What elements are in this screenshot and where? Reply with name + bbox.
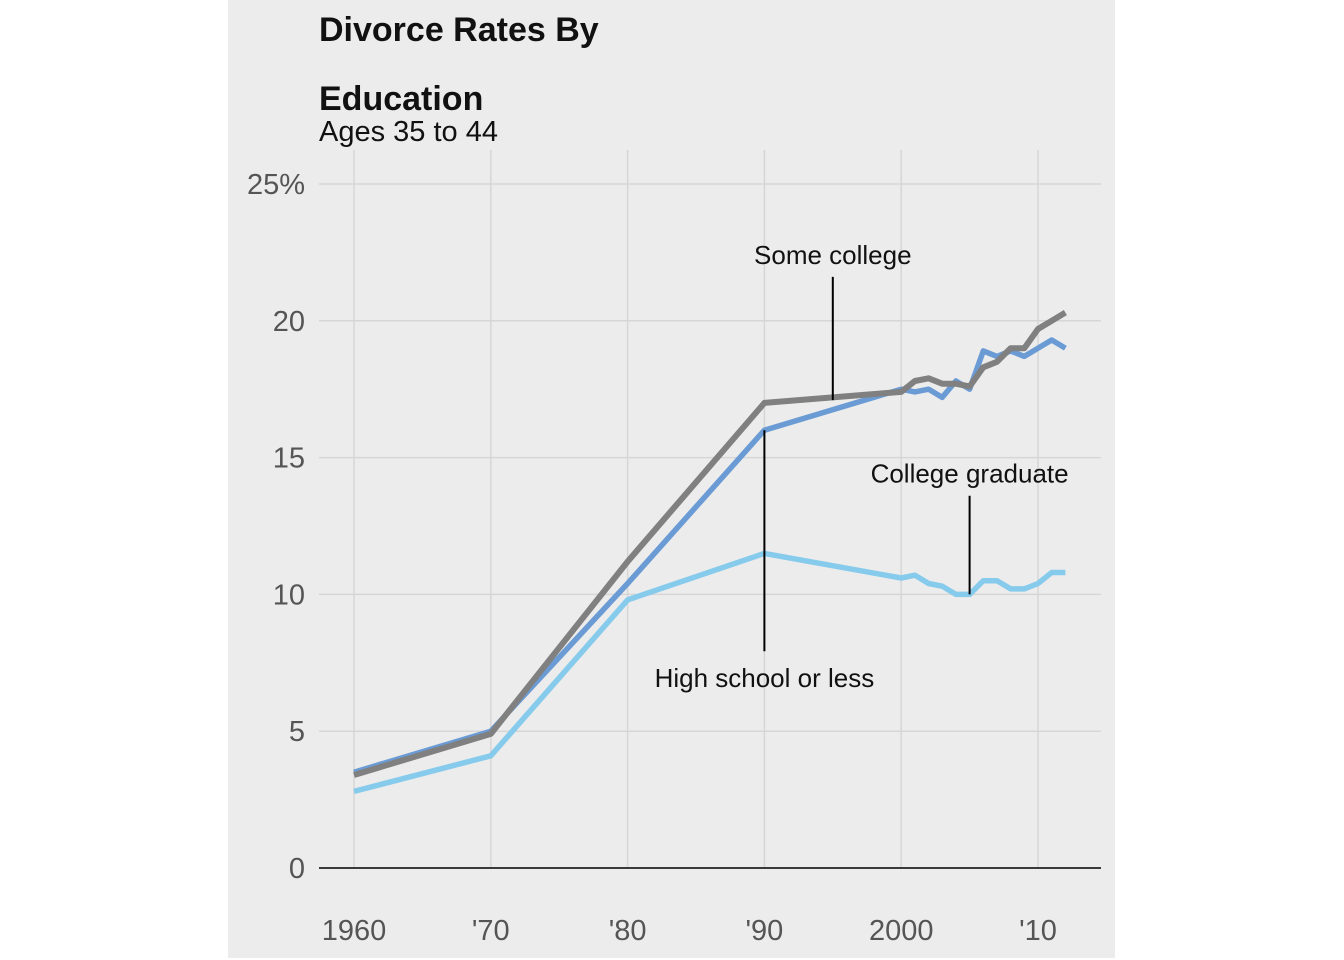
chart-title-line-1: Divorce Rates By: [319, 11, 599, 49]
y-tick-label: 5: [289, 716, 305, 748]
annotation-label: High school or less: [655, 663, 875, 693]
x-tick-label: '90: [746, 915, 784, 947]
x-tick-label: 1960: [322, 915, 387, 947]
series-lines: [353, 310, 1067, 795]
y-tick-label: 25%: [247, 169, 305, 201]
series-line-some-college: [353, 310, 1067, 778]
grid-lines: [319, 150, 1101, 868]
annotation-label: Some college: [754, 240, 912, 270]
y-tick-label: 15: [273, 443, 305, 475]
annotation-label: College graduate: [871, 459, 1069, 489]
x-tick-label: '10: [1019, 915, 1057, 947]
y-tick-label: 20: [273, 306, 305, 338]
y-tick-label: 10: [273, 579, 305, 611]
x-tick-label: 2000: [869, 915, 934, 947]
axes: 1960 '70 '80 '90 2000 '10 0 5 10 15 20 25%: [247, 169, 1101, 947]
y-tick-label: 0: [289, 853, 305, 885]
series-line-high-school-or-less: [353, 337, 1067, 775]
chart-panel: [228, 0, 1115, 958]
x-tick-label: '70: [472, 915, 510, 947]
annotations: Some college College graduate High school …: [655, 240, 1069, 693]
chart-subtitle: Ages 35 to 44: [319, 116, 498, 148]
chart-title-line-2: Education: [319, 80, 484, 118]
x-tick-label: '80: [609, 915, 647, 947]
series-line-college-graduate: [353, 550, 1066, 795]
